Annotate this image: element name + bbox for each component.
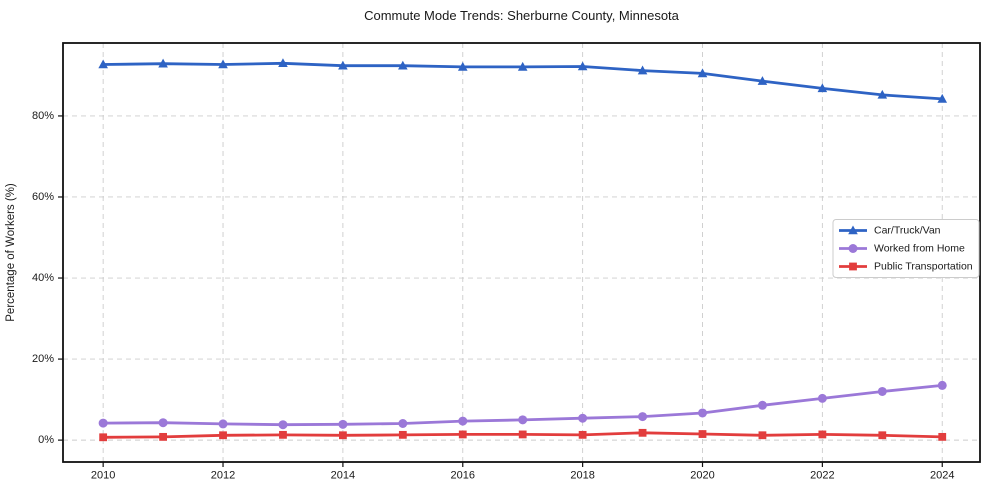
worked-from-home-marker-2010[interactable] (98, 418, 108, 428)
car-truck-van-marker-2018[interactable] (577, 61, 588, 71)
public-transportation-marker-2017[interactable] (518, 430, 527, 439)
series-worked-from-home (98, 380, 947, 430)
chart-title: Commute Mode Trends: Sherburne County, M… (364, 8, 680, 23)
car-truck-van-marker-2013[interactable] (278, 58, 288, 68)
legend-label: Car/Truck/Van (874, 225, 941, 237)
axis-ticks: 2010 2012 2014 2016 2018 2020 2022 2024 0% 20% 40%… (32, 110, 955, 482)
public-transportation-marker-2011[interactable] (159, 432, 167, 441)
public-transportation-marker-2014[interactable] (338, 431, 347, 440)
car-truck-van-marker-2015[interactable] (398, 60, 408, 70)
public-transportation-marker-2015[interactable] (398, 430, 407, 439)
public-transportation-marker-2010[interactable] (99, 433, 108, 442)
legend-circle-icon (848, 244, 858, 253)
series-public-transportation (99, 428, 947, 442)
plot-border (62, 42, 981, 463)
car-truck-van-marker-2016[interactable] (457, 61, 468, 71)
car-truck-van-marker-2021[interactable] (757, 76, 768, 85)
y-axis-label: Percentage of Workers (%) (5, 183, 17, 322)
x-tick-label-2014: 2014 (331, 470, 355, 482)
worked-from-home-marker-2021[interactable] (757, 400, 767, 410)
x-tick-label-2016: 2016 (451, 470, 475, 482)
worked-from-home-marker-2016[interactable] (458, 416, 468, 426)
worked-from-home-marker-2013[interactable] (278, 420, 288, 430)
public-transportation-marker-2012[interactable] (219, 431, 227, 440)
y-tick-label-40: 40% (32, 272, 54, 284)
public-transportation-marker-2024[interactable] (938, 432, 947, 441)
car-truck-van-marker-2012[interactable] (218, 59, 228, 69)
car-truck-van-marker-2014[interactable] (338, 60, 348, 70)
car-truck-van-marker-2024[interactable] (937, 93, 948, 103)
worked-from-home-marker-2015[interactable] (398, 419, 408, 429)
legend-entry-car-truck-van[interactable]: Car/Truck/Van (839, 225, 941, 237)
public-transportation-marker-2016[interactable] (458, 430, 467, 439)
car-truck-van-marker-2011[interactable] (158, 58, 168, 68)
car-truck-van-marker-2010[interactable] (98, 59, 108, 69)
car-truck-van-marker-2017[interactable] (517, 61, 528, 71)
worked-from-home-marker-2022[interactable] (817, 393, 827, 403)
x-tick-label-2012: 2012 (211, 470, 235, 482)
public-transportation-marker-2018[interactable] (578, 430, 587, 439)
car-truck-van-marker-2022[interactable] (817, 83, 828, 93)
public-transportation-marker-2022[interactable] (818, 430, 827, 439)
legend: Car/Truck/Van Worked from Home Public Tran… (832, 219, 980, 278)
worked-from-home-marker-2023[interactable] (877, 386, 887, 396)
x-tick-label-2018: 2018 (570, 470, 594, 482)
y-tick-label-80: 80% (32, 110, 54, 122)
worked-from-home-marker-2011[interactable] (158, 418, 168, 428)
legend-square-icon (849, 262, 857, 271)
worked-from-home-marker-2012[interactable] (218, 419, 228, 429)
legend-box (832, 219, 980, 278)
car-truck-van-marker-2019[interactable] (637, 65, 648, 75)
legend-triangle-icon (848, 225, 858, 235)
car-truck-van-marker-2020[interactable] (697, 68, 708, 78)
x-tick-label-2020: 2020 (690, 470, 714, 482)
legend-entry-worked-from-home[interactable]: Worked from Home (839, 243, 965, 255)
public-transportation-marker-2021[interactable] (758, 431, 767, 440)
legend-entry-public-transportation[interactable]: Public Transportation (839, 261, 973, 273)
x-tick-label-2022: 2022 (810, 470, 834, 482)
y-tick-label-20: 20% (32, 353, 54, 365)
worked-from-home-marker-2020[interactable] (698, 408, 708, 418)
public-transportation-marker-2023[interactable] (878, 431, 887, 440)
worked-from-home-marker-2019[interactable] (638, 412, 648, 422)
y-tick-label-0: 0% (38, 434, 54, 446)
legend-label: Public Transportation (874, 261, 973, 273)
y-tick-label-60: 60% (32, 191, 54, 203)
public-transportation-marker-2013[interactable] (279, 430, 287, 439)
series-car-truck-van (98, 58, 948, 103)
x-tick-label-2024: 2024 (930, 470, 954, 482)
worked-from-home-marker-2018[interactable] (578, 413, 588, 423)
public-transportation-marker-2020[interactable] (698, 430, 707, 438)
car-truck-van-marker-2023[interactable] (877, 89, 888, 99)
x-tick-label-2010: 2010 (91, 470, 115, 482)
legend-label: Worked from Home (874, 243, 965, 255)
worked-from-home-marker-2014[interactable] (338, 419, 348, 429)
public-transportation-marker-2019[interactable] (638, 428, 647, 437)
worked-from-home-marker-2024[interactable] (937, 380, 947, 390)
worked-from-home-marker-2017[interactable] (518, 415, 528, 425)
